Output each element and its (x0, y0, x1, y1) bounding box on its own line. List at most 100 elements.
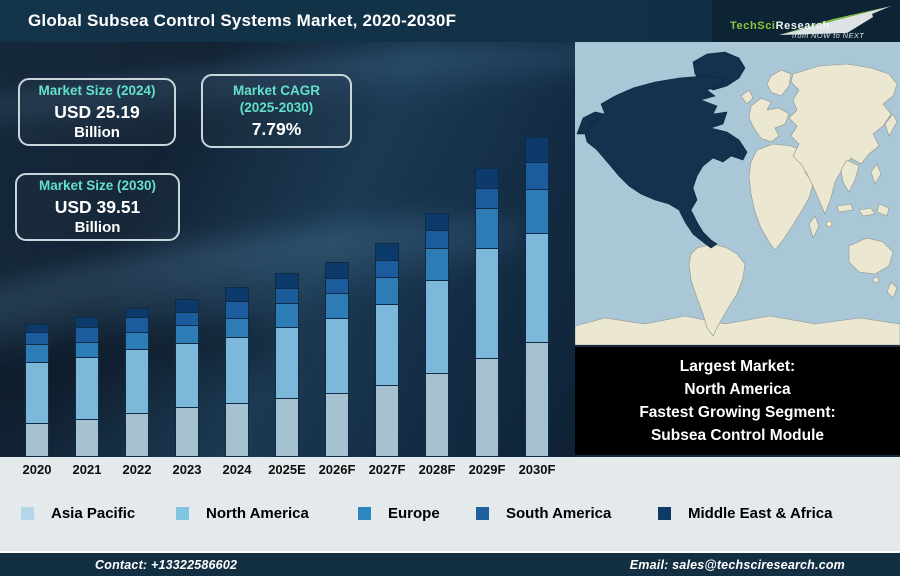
bar-segment-north-america (125, 349, 149, 413)
legend-label: Asia Pacific (51, 505, 136, 522)
bar-segment-asia-pacific (225, 403, 249, 457)
bar-segment-south-america (175, 312, 199, 325)
bar-segment-asia-pacific (425, 373, 449, 457)
bar-segment-europe (125, 332, 149, 349)
callout-line: North America (684, 381, 791, 398)
legend-swatch (21, 507, 34, 520)
bar-segment-north-america (375, 304, 399, 385)
info-box-label: Market CAGR (232, 83, 321, 98)
x-axis-label-2025E: 2025E (268, 462, 306, 477)
footer-email: Email: sales@techsciresearch.com (629, 557, 845, 572)
bar-segment-europe (175, 325, 199, 343)
info-box-unit: Billion (74, 219, 121, 236)
bar-segment-asia-pacific (375, 385, 399, 457)
callout-line: Fastest Growing Segment: (639, 404, 836, 421)
bar-segment-south-america (75, 327, 99, 342)
bar-segment-europe (275, 303, 299, 327)
bar-segment-middle-east-africa (25, 324, 49, 332)
bar-segment-south-america (225, 301, 249, 318)
world-map (575, 42, 900, 345)
bar-segment-south-america (325, 278, 349, 293)
bar-segment-middle-east-africa (75, 317, 99, 327)
callout-line: Largest Market: (679, 358, 796, 375)
bar-segment-north-america (475, 248, 499, 358)
bar-2020 (25, 324, 49, 457)
info-box-1: Market CAGR (2025-2030) 7.79% (201, 74, 352, 148)
map-alaska-highlight (576, 111, 606, 135)
bar-segment-europe (225, 318, 249, 337)
map-europe (748, 97, 790, 143)
logo-tagline: from NOW to NEXT (792, 31, 865, 40)
bar-segment-asia-pacific (25, 423, 49, 457)
bar-2021 (75, 317, 99, 457)
legend-item-north-america: North America (176, 505, 309, 522)
map-indochina (840, 159, 860, 193)
bar-segment-middle-east-africa (475, 168, 499, 188)
info-box-value: 7.79% (251, 119, 302, 139)
legend-swatch (358, 507, 371, 520)
bar-2030F (525, 137, 549, 457)
legend-label: South America (506, 505, 612, 522)
bar-segment-north-america (325, 318, 349, 393)
bar-segment-europe (525, 189, 549, 233)
bar-segment-asia-pacific (175, 407, 199, 457)
map-indonesia (858, 207, 876, 217)
bar-segment-asia-pacific (525, 342, 549, 457)
bar-segment-asia-pacific (475, 358, 499, 457)
map-south-america (688, 243, 746, 337)
info-box-unit: Billion (74, 124, 120, 141)
bar-segment-middle-east-africa (225, 287, 249, 301)
bar-segment-europe (325, 293, 349, 318)
bar-2026F (325, 262, 349, 457)
x-axis-label-2030F: 2030F (518, 462, 556, 477)
bar-segment-south-america (125, 317, 149, 332)
legend-item-south-america: South America (476, 505, 611, 522)
x-axis-label-2028F: 2028F (418, 462, 456, 477)
bar-segment-middle-east-africa (175, 299, 199, 312)
bar-segment-asia-pacific (125, 413, 149, 457)
bar-segment-europe (475, 208, 499, 248)
info-box-0: Market Size (2024) USD 25.19 Billion (18, 78, 176, 146)
map-new-zealand (886, 281, 898, 299)
bar-segment-north-america (225, 337, 249, 403)
bar-segment-europe (425, 248, 449, 280)
map-uk (740, 89, 754, 105)
bar-segment-north-america (25, 362, 49, 423)
legend-item-europe: Europe (358, 505, 440, 522)
legend-label: North America (206, 505, 309, 522)
bar-2022 (125, 308, 149, 457)
map-madagascar (808, 215, 820, 239)
bar-2028F (425, 213, 449, 457)
legend-item-asia-pacific: Asia Pacific (21, 505, 135, 522)
footer-bar: Contact: +13322586602 Email: sales@techs… (0, 551, 900, 576)
info-box-label: (2025-2030) (239, 100, 314, 115)
footer-contact: Contact: +13322586602 (95, 557, 238, 572)
bar-segment-north-america (425, 280, 449, 373)
bar-segment-asia-pacific (275, 398, 299, 457)
bar-2023 (175, 299, 199, 457)
bar-segment-south-america (525, 162, 549, 189)
page-title: Global Subsea Control Systems Market, 20… (28, 11, 457, 30)
bar-segment-north-america (275, 327, 299, 398)
map-tasmania (872, 276, 880, 284)
info-box-value: USD 25.19 (54, 102, 140, 122)
legend-swatch (176, 507, 189, 520)
axis-and-legend-band: 2020 2021 2022 2023 2024 2025E 2026F 2027F 2028F… (0, 457, 900, 551)
bar-segment-europe (75, 342, 99, 357)
legend-swatch (476, 507, 489, 520)
bar-segment-south-america (25, 332, 49, 344)
x-axis-label-2023: 2023 (172, 462, 202, 477)
bar-2025E (275, 273, 299, 457)
bar-segment-middle-east-africa (525, 137, 549, 162)
info-box-2: Market Size (2030) USD 39.51 Billion (15, 173, 180, 241)
callout-line: Subsea Control Module (650, 427, 825, 444)
x-axis-label-2024: 2024 (222, 462, 252, 477)
bar-segment-north-america (175, 343, 199, 407)
x-axis-label-2021: 2021 (72, 462, 102, 477)
map-scandinavia (766, 69, 792, 97)
header-bar: Global Subsea Control Systems Market, 20… (0, 0, 900, 42)
map-antarctica (575, 315, 900, 345)
x-axis-label-2020: 2020 (22, 462, 52, 477)
x-axis-label-2029F: 2029F (468, 462, 506, 477)
bar-segment-middle-east-africa (425, 213, 449, 230)
